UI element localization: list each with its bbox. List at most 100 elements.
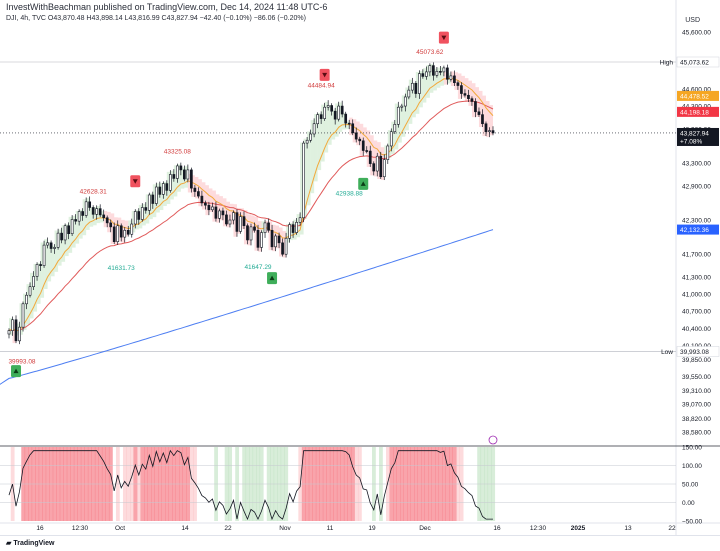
cloud-segment [135,209,139,230]
cloud-segment [338,102,343,132]
oscillator-tick-label: 50.00 [682,482,699,489]
chart-canvas[interactable]: 39993.08 42628.31 41631.73 43325.08 41647.29… [0,0,720,535]
candle-body [67,225,70,235]
candle-body [410,82,414,91]
last-price-value: 43,827.94 [680,130,709,137]
cloud-segment [464,78,469,102]
cloud-segment [300,142,304,235]
cloud-segment [408,79,413,124]
candle-body [200,195,204,204]
cloud-segment [191,175,195,197]
cloud-segment [363,127,367,154]
symbol-ohlc-legend[interactable]: DJI, 4h, TVC O43,870.48 H43,898.14 L43,8… [6,15,306,22]
cloud-segment [328,104,332,145]
candle-body [214,206,218,219]
candle-body [277,235,281,244]
currency-label[interactable]: USD [685,17,700,24]
cloud-segment [324,101,329,153]
candle-body [175,165,179,179]
candle-body [25,294,28,305]
candle-body [333,110,337,120]
annotation-label: 41631.73 [108,265,135,272]
candle-body [253,226,256,231]
cloud-segment [138,204,143,229]
annotation-label: 43325.08 [164,149,191,156]
cloud-segment [289,222,294,241]
cloud-segment [275,225,280,249]
price-tick-label: 39,550.00 [682,374,711,381]
cloud-segment [457,73,462,99]
ema-orange-line [8,77,494,332]
candle-body [425,71,428,77]
time-tick-label: 16 [36,525,44,532]
cloud-segment [93,207,97,226]
candle-body [232,212,235,221]
candle-body [190,169,193,189]
cloud-segment [173,165,178,197]
candle-body [403,96,407,107]
candle-body [218,210,221,219]
candle-body [421,73,425,77]
low-label: Low [661,349,673,356]
candle-body [432,65,435,76]
buy-signal-arrow [13,368,19,374]
candle-body [168,174,172,191]
sell-signal-arrow [132,179,138,184]
cloud-segment [426,65,430,98]
cloud-segment [16,323,20,336]
price-tick-label: 42,300.00 [682,218,711,225]
cloud-segment [96,206,101,224]
candle-body [368,150,372,164]
candle-body [28,286,32,296]
cloud-segment [331,109,336,140]
cloud-segment [163,181,167,207]
tradingview-logo[interactable]: ▰ TradingView [6,539,54,547]
candle-body [35,264,39,277]
tv-logo-icon: ▰ [6,540,14,547]
candle-body [7,330,11,335]
candle-body [439,71,442,73]
cloud-segment [229,203,234,225]
candle-body [361,140,365,151]
candle-body [165,183,169,191]
candle-body [158,186,162,195]
time-tick-label: 22 [224,525,232,532]
cloud-segment [345,121,350,130]
price-tick-label: 39,850.00 [682,357,711,364]
price-tick-label: 40,700.00 [682,309,711,316]
candle-body [358,138,362,142]
cloud-segment [286,224,290,243]
sma-blue-badge-value: 42,132.36 [680,227,709,234]
sma-blue-badge [677,224,719,235]
candle-body [305,139,309,144]
price-tick-label: 41,000.00 [682,292,711,299]
oscillator-axis-ticks: 150.00 100.00 50.00 0.00 −50.00 [682,445,702,526]
price-tick-label: 41,300.00 [682,275,711,282]
price-tick-label: 41,700.00 [682,252,711,259]
cloud-segment [219,196,223,221]
annotation-label: 42938.88 [336,191,363,198]
candle-body [56,232,60,248]
candle-body [449,75,453,80]
cloud-segment [40,242,45,298]
cloud-segment [233,204,237,237]
cloud-segment [9,318,13,336]
cloud-segment [293,219,297,240]
cloud-segment [121,219,125,243]
cloud-segment [208,188,213,213]
candle-body [347,122,351,125]
candle-body [319,114,323,119]
candle-body [18,326,21,342]
candle-body [123,229,127,238]
candle-body [316,114,319,125]
cloud-segment [103,211,108,228]
candle-body [453,75,456,84]
candle-body [379,155,383,178]
candle-body [98,208,102,216]
candle-body [74,219,77,222]
candle-body [400,105,404,108]
cloud-segment [433,68,437,91]
annotation-label: 42628.31 [80,188,107,195]
oscillator-tick-label: 100.00 [682,463,702,470]
cloud-segment [485,100,490,138]
